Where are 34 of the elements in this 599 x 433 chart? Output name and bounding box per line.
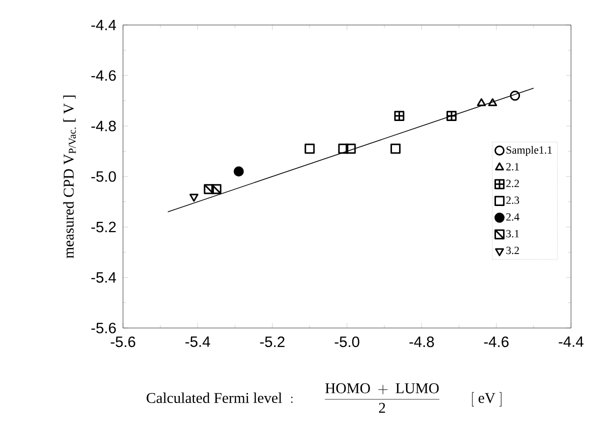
legend-label: 3.1 bbox=[506, 230, 519, 238]
legend-label: 2.4 bbox=[506, 213, 520, 221]
x-tick-label: -4.6 bbox=[484, 336, 509, 348]
y-tick-label: -5.4 bbox=[91, 272, 116, 283]
y-tick-label: -4.8 bbox=[91, 120, 116, 132]
x-tick-label: -5.2 bbox=[260, 336, 284, 348]
point bbox=[446, 110, 457, 121]
point bbox=[488, 98, 498, 106]
point bbox=[338, 144, 348, 154]
y-tick-label: -5.0 bbox=[91, 171, 116, 182]
y-tick-label: -5.6 bbox=[91, 322, 116, 334]
x-axis-title: $\mathrm{Calculated\ Fermi\ level\ :}\qquad\frac{\mathrm{HOMO\ +\ LUMO}}{\mathrm{2}}\qquad\mathrm{[\ eV\ ]}$ bbox=[146, 383, 502, 413]
point bbox=[476, 98, 486, 106]
y-tick-label: -4.4 bbox=[91, 20, 116, 30]
legend-label: Sample1.1 bbox=[506, 146, 552, 156]
legend-label: 2.3 bbox=[506, 196, 520, 204]
point bbox=[346, 144, 356, 154]
x-tick-label: -5.0 bbox=[334, 336, 360, 348]
y-tick-label: -5.2 bbox=[91, 222, 116, 232]
legend-label: 3.2 bbox=[506, 246, 519, 254]
y-tick-label: -4.6 bbox=[91, 70, 116, 81]
point bbox=[510, 90, 520, 101]
point bbox=[390, 144, 401, 154]
legend-label: 2.1 bbox=[506, 163, 519, 170]
legend-label: 2.2 bbox=[506, 180, 519, 188]
point bbox=[189, 194, 198, 202]
x-tick-label: -4.4 bbox=[558, 336, 584, 347]
y-axis-title: measured CPD V$_{P/Vac.}$ [ V ] bbox=[63, 96, 76, 258]
point bbox=[234, 166, 244, 176]
x-tick-label: -5.6 bbox=[110, 336, 136, 348]
point bbox=[394, 110, 404, 121]
x-tick-label: -4.8 bbox=[409, 336, 434, 348]
point bbox=[304, 144, 315, 154]
x-tick-label: -5.4 bbox=[185, 336, 210, 347]
